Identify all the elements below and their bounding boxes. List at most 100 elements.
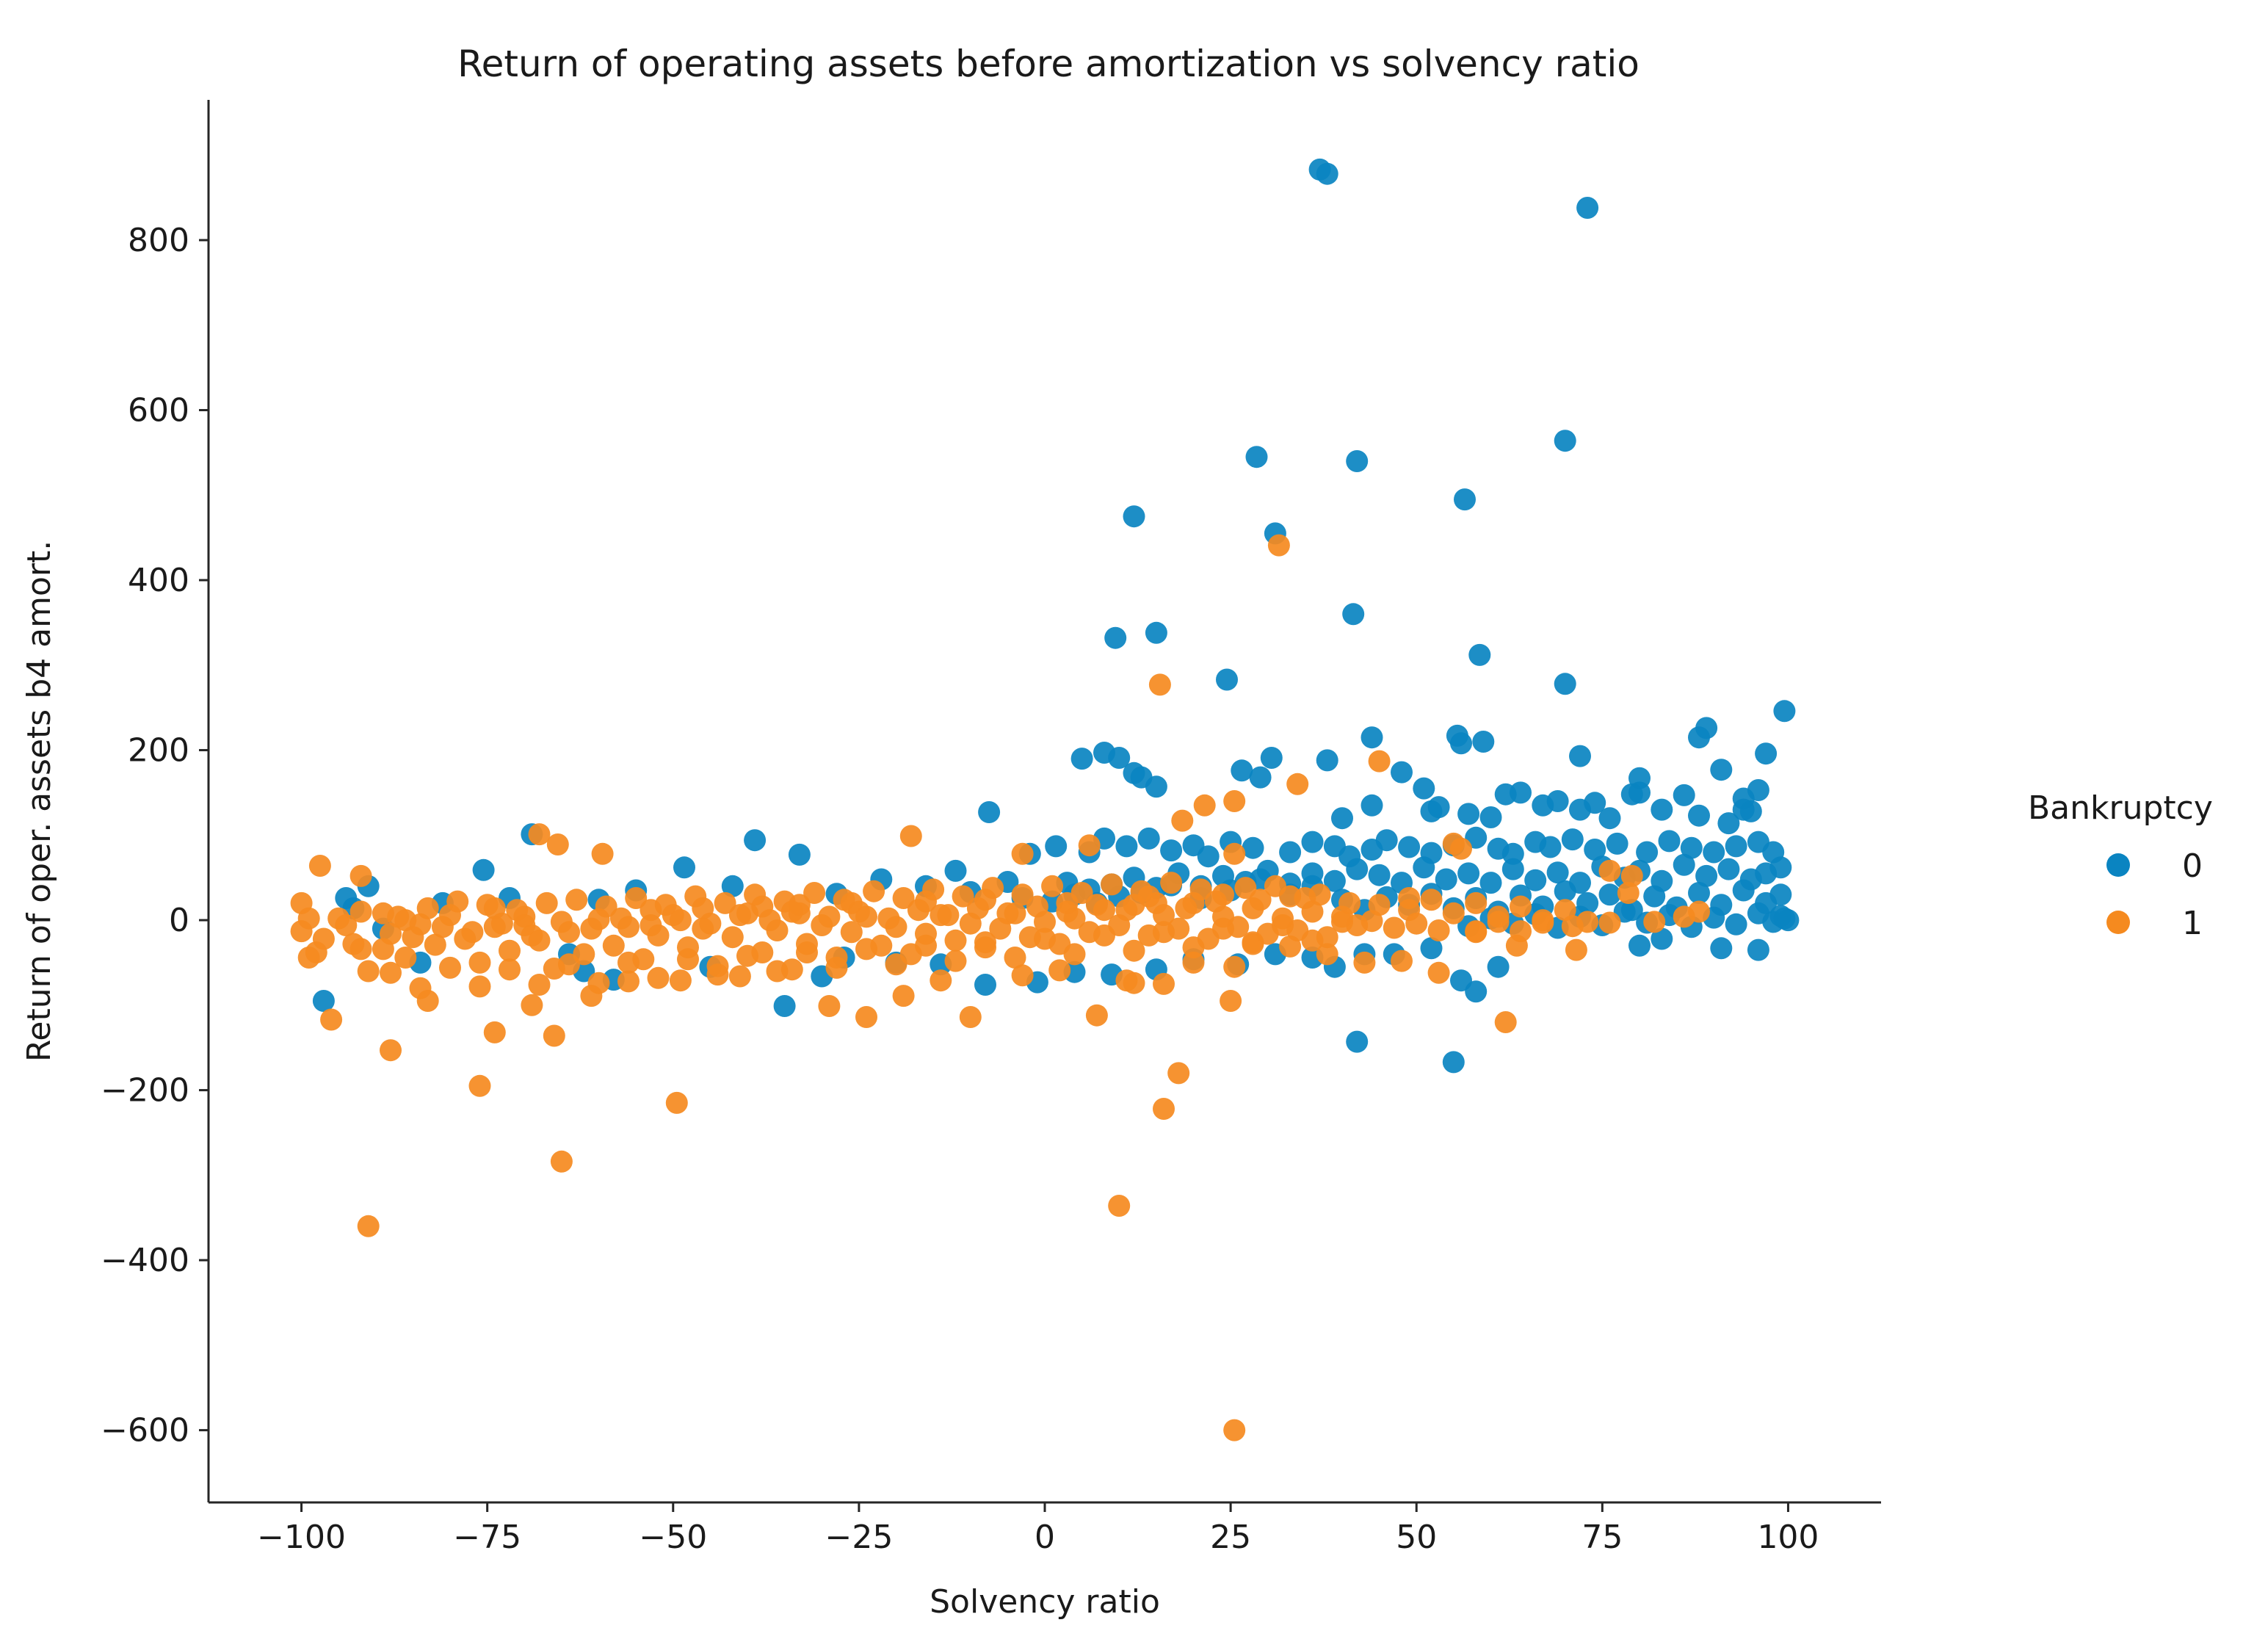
data-point	[1108, 747, 1131, 769]
data-point	[543, 1024, 565, 1047]
data-point	[840, 891, 863, 914]
data-point	[312, 927, 335, 950]
data-point	[1272, 914, 1294, 936]
data-point	[1576, 197, 1599, 219]
legend: Bankruptcy 01	[2028, 789, 2213, 942]
data-point	[1487, 955, 1510, 978]
data-point	[1747, 902, 1769, 925]
data-point	[1249, 889, 1272, 911]
x-tick-label: 50	[1396, 1519, 1437, 1556]
data-point	[1242, 933, 1264, 955]
data-point	[825, 956, 848, 979]
data-point	[595, 895, 617, 918]
data-point	[1346, 858, 1369, 880]
data-point	[357, 960, 380, 983]
data-point	[1308, 883, 1331, 906]
data-point	[1584, 839, 1606, 861]
data-point	[1145, 775, 1167, 798]
data-point	[855, 1006, 877, 1028]
data-point	[1011, 842, 1034, 865]
data-point	[1234, 877, 1257, 900]
data-point	[1755, 742, 1778, 765]
data-point	[1182, 951, 1205, 974]
x-tick-label: −25	[825, 1519, 893, 1556]
data-point	[1286, 773, 1309, 795]
data-point	[840, 921, 863, 944]
data-point	[472, 858, 495, 881]
data-point	[1223, 955, 1246, 978]
data-point	[673, 856, 695, 879]
data-point	[974, 931, 996, 954]
data-point	[959, 1006, 982, 1028]
data-point	[528, 823, 551, 846]
data-point	[766, 960, 789, 983]
data-point	[591, 842, 614, 865]
data-point	[558, 953, 580, 976]
y-tick-label: −600	[101, 1412, 189, 1450]
data-point	[1620, 864, 1643, 887]
data-point	[1487, 905, 1510, 928]
data-point	[728, 904, 751, 927]
data-point	[1501, 858, 1524, 880]
data-point	[736, 944, 758, 967]
data-point	[863, 880, 885, 902]
data-point	[640, 899, 662, 922]
data-point	[1041, 875, 1064, 897]
data-point	[1510, 781, 1532, 804]
data-point	[1454, 488, 1476, 511]
y-tick-label: 800	[128, 222, 189, 259]
data-point	[1688, 726, 1710, 749]
data-point	[1115, 835, 1138, 858]
data-point	[1316, 943, 1338, 966]
data-point	[944, 929, 967, 952]
data-point	[1316, 162, 1338, 185]
data-point	[483, 1021, 506, 1043]
data-point	[1375, 829, 1398, 852]
data-point	[788, 843, 811, 866]
data-point	[1673, 853, 1695, 876]
y-axis-ticks: −600 −400 −200 0 200 400 600 800	[101, 222, 209, 1450]
data-point	[1368, 894, 1391, 916]
data-point	[1501, 842, 1524, 865]
data-point	[1554, 880, 1576, 902]
data-point	[1115, 899, 1138, 922]
data-point	[1643, 911, 1666, 933]
data-point	[677, 948, 699, 971]
x-tick-label: −100	[257, 1519, 346, 1556]
data-point	[297, 907, 320, 930]
y-tick-label: −400	[101, 1242, 189, 1279]
data-point	[1717, 858, 1740, 880]
y-tick-label: 200	[128, 732, 189, 770]
data-point	[1732, 879, 1755, 902]
data-point	[978, 801, 1001, 823]
data-point	[1554, 899, 1576, 922]
data-point	[308, 855, 331, 877]
data-point	[1108, 1195, 1131, 1217]
data-point	[550, 911, 573, 933]
data-point	[899, 825, 922, 847]
data-point	[550, 1150, 573, 1173]
data-point	[380, 1039, 402, 1062]
legend-label: 1	[2182, 905, 2203, 942]
data-point	[513, 914, 536, 936]
data-point	[937, 904, 960, 927]
data-point	[944, 949, 967, 972]
data-point	[1546, 790, 1569, 812]
data-point	[1153, 972, 1175, 995]
data-point	[1193, 794, 1216, 817]
data-point	[892, 985, 915, 1007]
data-point	[1717, 812, 1740, 835]
data-point	[1220, 990, 1242, 1012]
data-point	[669, 969, 692, 992]
data-point	[1212, 883, 1234, 906]
data-point	[468, 1074, 491, 1097]
data-point	[1606, 832, 1628, 855]
data-point	[1680, 836, 1703, 859]
data-point	[1245, 446, 1268, 468]
data-point	[1435, 868, 1457, 891]
legend-item-1: 1	[2106, 905, 2203, 942]
data-point	[1267, 534, 1290, 557]
data-point	[1391, 761, 1413, 784]
legend-item-0: 0	[2106, 847, 2203, 885]
data-point	[1739, 800, 1762, 822]
